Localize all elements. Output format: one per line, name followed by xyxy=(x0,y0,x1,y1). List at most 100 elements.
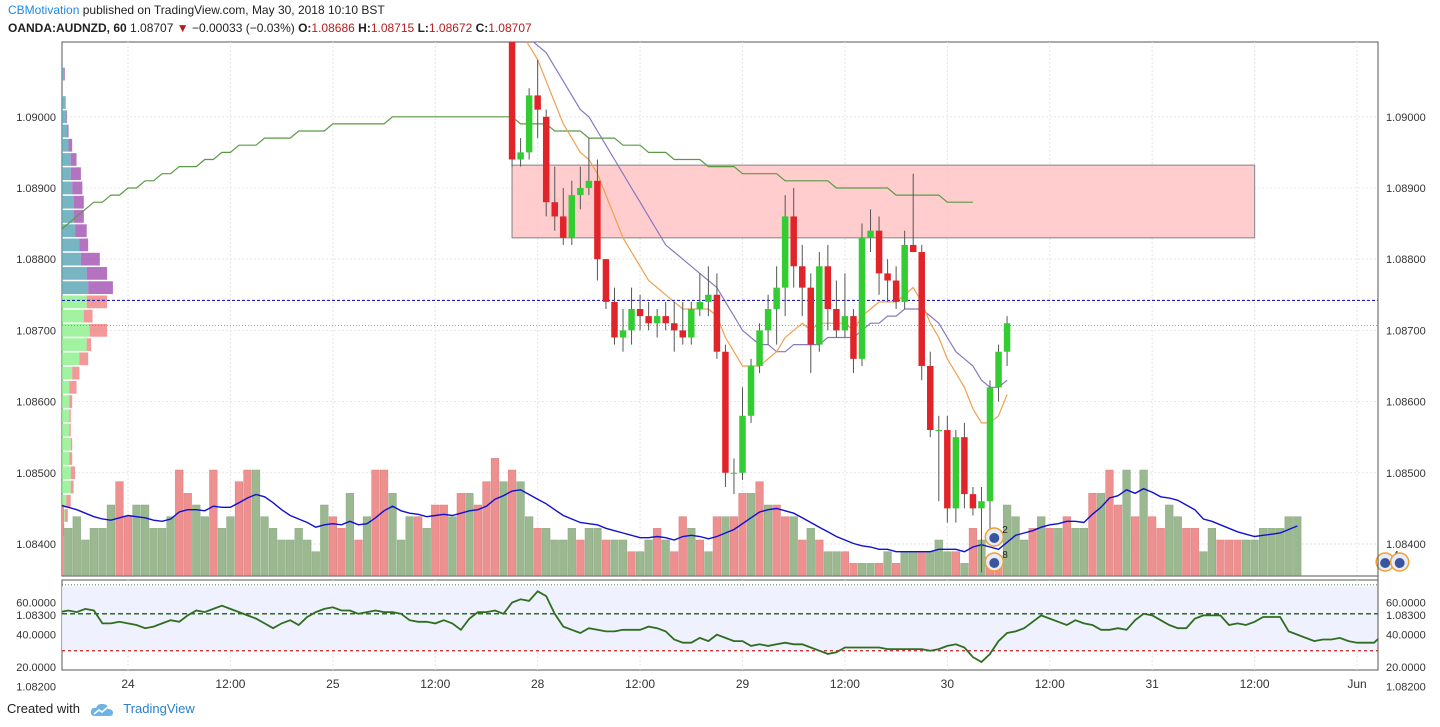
candle-body xyxy=(995,351,1002,388)
volume-profile-sell xyxy=(69,380,77,394)
volume-bar xyxy=(1156,528,1165,576)
volume-bar xyxy=(294,528,303,576)
y-tick-label-right: 1.08500 xyxy=(1386,468,1426,480)
x-tick-label: 29 xyxy=(736,677,750,691)
tradingview-link[interactable]: TradingView xyxy=(123,701,195,716)
candle-body xyxy=(833,309,840,331)
volume-bar xyxy=(1054,528,1063,576)
volume-bar xyxy=(149,528,158,576)
volume-bar xyxy=(1105,469,1114,576)
volume-bar xyxy=(64,528,73,576)
candle-body xyxy=(730,472,738,474)
volume-profile-buy xyxy=(62,338,87,351)
volume-bar xyxy=(439,504,448,576)
volume-profile-sell xyxy=(70,153,77,166)
volume-profile-buy xyxy=(62,181,73,195)
volume-bar xyxy=(772,504,781,576)
volume-bar xyxy=(755,481,764,576)
candle-body xyxy=(969,494,977,509)
volume-bar xyxy=(1190,528,1199,576)
volume-bar xyxy=(379,469,389,576)
volume-bar xyxy=(874,563,884,576)
rsi-tick-label-right: 20.0000 xyxy=(1386,662,1426,674)
candle-body xyxy=(875,230,883,274)
volume-bar xyxy=(200,516,209,576)
volume-profile-sell xyxy=(69,452,73,465)
volume-bar xyxy=(542,528,551,576)
candle-body xyxy=(858,237,866,359)
volume-bar xyxy=(661,539,670,576)
publish-line: CBMotivation published on TradingView.co… xyxy=(8,3,385,17)
volume-bar xyxy=(1207,528,1217,576)
volume-bar xyxy=(81,539,90,576)
volume-profile-sell xyxy=(69,395,73,408)
volume-bar xyxy=(738,493,747,576)
volume-profile-sell xyxy=(69,423,71,437)
volume-bar xyxy=(584,528,593,576)
close-value: 1.08707 xyxy=(488,21,532,35)
candle-body xyxy=(867,230,874,238)
volume-profile-buy xyxy=(62,124,68,138)
candle-body xyxy=(927,365,934,431)
y-tick-label-left: 1.08700 xyxy=(16,325,56,337)
candle-body xyxy=(1003,323,1011,352)
price-chart[interactable]: 1.09000 1.09000 1.08900 1.08900 1.08800 1.088… xyxy=(0,0,1440,700)
volume-bar xyxy=(354,539,363,576)
y-tick-label-left: 1.08600 xyxy=(16,397,56,409)
volume-bar xyxy=(1045,528,1054,576)
volume-bar xyxy=(1293,516,1302,576)
candle-body xyxy=(850,316,857,359)
volume-bar xyxy=(175,469,184,576)
x-tick-label: 30 xyxy=(941,677,955,691)
candle-body xyxy=(918,252,925,366)
volume-bar xyxy=(712,516,721,576)
volume-bar xyxy=(260,516,269,576)
volume-profile-buy xyxy=(62,352,80,366)
candle-body xyxy=(722,351,729,473)
candle-body xyxy=(824,266,832,309)
volume-bar xyxy=(1096,493,1106,576)
volume-profile-buy xyxy=(62,295,87,309)
y-tick-label-left: 1.08900 xyxy=(16,183,56,195)
volume-profile-sell xyxy=(66,110,68,124)
candle-body xyxy=(935,430,943,432)
volume-ma-line xyxy=(62,487,1298,553)
open-value: 1.08686 xyxy=(311,21,355,35)
candle-body xyxy=(986,387,994,502)
volume-bar xyxy=(601,539,611,576)
volume-bar xyxy=(499,481,508,576)
volume-profile-sell xyxy=(79,352,89,366)
volume-bar xyxy=(567,528,576,576)
x-tick-label: 12:00 xyxy=(830,677,860,691)
candle-body xyxy=(756,330,763,366)
volume-profile-buy xyxy=(62,238,80,252)
candle-body xyxy=(568,195,576,238)
volume-profile-buy xyxy=(62,466,71,480)
volume-bar xyxy=(1020,539,1029,576)
x-tick-label: 12:00 xyxy=(420,677,450,691)
volume-bar xyxy=(405,516,414,576)
volume-bar xyxy=(917,551,926,576)
candle-body xyxy=(901,244,908,302)
rsi-line xyxy=(62,590,1378,664)
volume-profile-buy xyxy=(62,395,70,408)
volume-profile-sell xyxy=(70,437,73,451)
x-tick-label: 25 xyxy=(326,677,340,691)
volume-bar xyxy=(1037,516,1046,576)
candle-body xyxy=(807,287,815,345)
volume-bar xyxy=(533,528,542,576)
sma-long-line xyxy=(62,116,973,230)
x-tick-label: 28 xyxy=(531,677,545,691)
volume-profile-buy xyxy=(62,138,69,152)
rsi-tick-label-right: 40.0000 xyxy=(1386,630,1426,642)
author-link[interactable]: CBMotivation xyxy=(8,3,80,17)
volume-profile-buy xyxy=(62,323,90,337)
volume-profile-buy xyxy=(62,423,70,437)
volume-profile-buy xyxy=(62,267,87,280)
volume-profile-sell xyxy=(83,309,93,323)
volume-profile-buy xyxy=(62,480,71,494)
volume-profile-buy xyxy=(62,437,71,451)
candle-body xyxy=(798,266,806,288)
y-tick-label-right: 1.08900 xyxy=(1386,183,1426,195)
volume-bar xyxy=(89,528,98,576)
